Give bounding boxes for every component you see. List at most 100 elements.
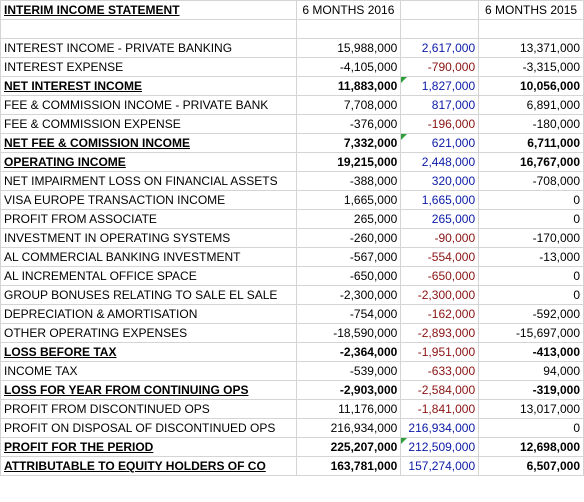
difference-cell[interactable]: 157,274,000 [400, 456, 480, 476]
difference-cell[interactable]: -90,000 [400, 228, 480, 248]
difference-cell[interactable]: 621,000 [400, 133, 480, 153]
row-label[interactable]: PROFIT ON DISPOSAL OF DISCONTINUED OPS [0, 418, 297, 438]
value-2015-cell[interactable]: 6,507,000 [478, 456, 584, 476]
difference-cell[interactable]: 216,934,000 [400, 418, 480, 438]
value-2016-cell[interactable]: 7,332,000 [295, 133, 402, 153]
row-label[interactable]: FEE & COMMISSION EXPENSE [0, 114, 297, 134]
column-header-2016[interactable]: 6 MONTHS 2016 [295, 0, 402, 20]
value-2015-cell[interactable]: -319,000 [478, 380, 584, 400]
value-2015-cell[interactable]: 12,698,000 [478, 437, 584, 457]
value-2015-cell[interactable]: 0 [478, 418, 584, 438]
row-label[interactable]: VISA EUROPE TRANSACTION INCOME [0, 190, 297, 210]
value-2016-cell[interactable]: -650,000 [295, 266, 402, 286]
difference-cell[interactable]: -1,841,000 [400, 399, 480, 419]
difference-cell[interactable]: 265,000 [400, 209, 480, 229]
row-label[interactable]: ATTRIBUTABLE TO EQUITY HOLDERS OF CO [0, 456, 297, 476]
value-2016-cell[interactable]: 19,215,000 [295, 152, 402, 172]
value-2015-cell[interactable]: 13,017,000 [478, 399, 584, 419]
value-2016-cell[interactable]: -539,000 [295, 361, 402, 381]
value-2016-cell[interactable]: -376,000 [295, 114, 402, 134]
value-2015-cell[interactable]: -170,000 [478, 228, 584, 248]
row-label[interactable]: LOSS FOR YEAR FROM CONTINUING OPS [0, 380, 297, 400]
value-2016-cell[interactable]: 11,176,000 [295, 399, 402, 419]
value-2015-cell[interactable]: -3,315,000 [478, 57, 584, 77]
row-label[interactable]: NET INTEREST INCOME [0, 76, 297, 96]
row-label[interactable]: PROFIT FOR THE PERIOD [0, 437, 297, 457]
value-2015-cell[interactable]: 13,371,000 [478, 38, 584, 58]
value-2016-cell[interactable]: -2,364,000 [295, 342, 402, 362]
value-2016-cell[interactable]: 7,708,000 [295, 95, 402, 115]
difference-cell[interactable]: 212,509,000 [400, 437, 480, 457]
row-label[interactable]: AL COMMERCIAL BANKING INVESTMENT [0, 247, 297, 267]
value-2016-cell[interactable]: 15,988,000 [295, 38, 402, 58]
value-2015-cell[interactable]: -708,000 [478, 171, 584, 191]
value-2016-cell[interactable]: -18,590,000 [295, 323, 402, 343]
row-label[interactable]: NET IMPAIRMENT LOSS ON FINANCIAL ASSETS [0, 171, 297, 191]
difference-cell[interactable]: 1,827,000 [400, 76, 480, 96]
difference-cell[interactable]: -554,000 [400, 247, 480, 267]
difference-cell[interactable]: 1,665,000 [400, 190, 480, 210]
value-2015-cell[interactable]: -413,000 [478, 342, 584, 362]
row-label[interactable]: LOSS BEFORE TAX [0, 342, 297, 362]
value-2016-cell[interactable]: -388,000 [295, 171, 402, 191]
value-2015-cell[interactable]: -180,000 [478, 114, 584, 134]
value-2016-cell[interactable]: -754,000 [295, 304, 402, 324]
row-label[interactable]: NET FEE & COMISSION INCOME [0, 133, 297, 153]
value-2015-cell[interactable]: 0 [478, 285, 584, 305]
value-2016-cell[interactable]: 1,665,000 [295, 190, 402, 210]
difference-cell[interactable]: 817,000 [400, 95, 480, 115]
empty-cell[interactable] [478, 19, 584, 39]
difference-cell[interactable]: -1,951,000 [400, 342, 480, 362]
row-label[interactable]: GROUP BONUSES RELATING TO SALE EL SALE [0, 285, 297, 305]
value-2016-cell[interactable]: -260,000 [295, 228, 402, 248]
row-label[interactable]: AL INCREMENTAL OFFICE SPACE [0, 266, 297, 286]
row-label[interactable]: FEE & COMMISSION INCOME - PRIVATE BANK [0, 95, 297, 115]
value-2016-cell[interactable]: 225,207,000 [295, 437, 402, 457]
difference-cell[interactable]: -2,300,000 [400, 285, 480, 305]
value-2015-cell[interactable]: 16,767,000 [478, 152, 584, 172]
value-2015-cell[interactable]: 94,000 [478, 361, 584, 381]
statement-title[interactable]: INTERIM INCOME STATEMENT [0, 0, 297, 20]
row-label[interactable]: OTHER OPERATING EXPENSES [0, 323, 297, 343]
column-header-difference[interactable] [400, 0, 480, 20]
row-label[interactable]: INCOME TAX [0, 361, 297, 381]
row-label[interactable]: INTEREST EXPENSE [0, 57, 297, 77]
value-2015-cell[interactable]: 6,711,000 [478, 133, 584, 153]
empty-cell[interactable] [0, 19, 297, 39]
value-2015-cell[interactable]: -13,000 [478, 247, 584, 267]
row-label[interactable]: INVESTMENT IN OPERATING SYSTEMS [0, 228, 297, 248]
empty-cell[interactable] [400, 19, 480, 39]
difference-cell[interactable]: -2,584,000 [400, 380, 480, 400]
empty-cell[interactable] [295, 19, 402, 39]
value-2015-cell[interactable]: -15,697,000 [478, 323, 584, 343]
row-label[interactable]: PROFIT FROM ASSOCIATE [0, 209, 297, 229]
value-2016-cell[interactable]: -567,000 [295, 247, 402, 267]
difference-cell[interactable]: -162,000 [400, 304, 480, 324]
value-2015-cell[interactable]: -592,000 [478, 304, 584, 324]
row-label[interactable]: OPERATING INCOME [0, 152, 297, 172]
value-2015-cell[interactable]: 0 [478, 266, 584, 286]
value-2015-cell[interactable]: 10,056,000 [478, 76, 584, 96]
difference-cell[interactable]: -633,000 [400, 361, 480, 381]
difference-cell[interactable]: -650,000 [400, 266, 480, 286]
row-label[interactable]: PROFIT FROM DISCONTINUED OPS [0, 399, 297, 419]
row-label[interactable]: DEPRECIATION & AMORTISATION [0, 304, 297, 324]
difference-cell[interactable]: -196,000 [400, 114, 480, 134]
difference-cell[interactable]: 2,448,000 [400, 152, 480, 172]
value-2016-cell[interactable]: -2,903,000 [295, 380, 402, 400]
difference-cell[interactable]: 320,000 [400, 171, 480, 191]
value-2016-cell[interactable]: -2,300,000 [295, 285, 402, 305]
row-label[interactable]: INTEREST INCOME - PRIVATE BANKING [0, 38, 297, 58]
value-2016-cell[interactable]: 11,883,000 [295, 76, 402, 96]
difference-cell[interactable]: -790,000 [400, 57, 480, 77]
value-2015-cell[interactable]: 0 [478, 190, 584, 210]
value-2016-cell[interactable]: -4,105,000 [295, 57, 402, 77]
value-2016-cell[interactable]: 216,934,000 [295, 418, 402, 438]
difference-cell[interactable]: -2,893,000 [400, 323, 480, 343]
value-2016-cell[interactable]: 265,000 [295, 209, 402, 229]
value-2015-cell[interactable]: 6,891,000 [478, 95, 584, 115]
value-2015-cell[interactable]: 0 [478, 209, 584, 229]
difference-cell[interactable]: 2,617,000 [400, 38, 480, 58]
column-header-2015[interactable]: 6 MONTHS 2015 [478, 0, 584, 20]
value-2016-cell[interactable]: 163,781,000 [295, 456, 402, 476]
